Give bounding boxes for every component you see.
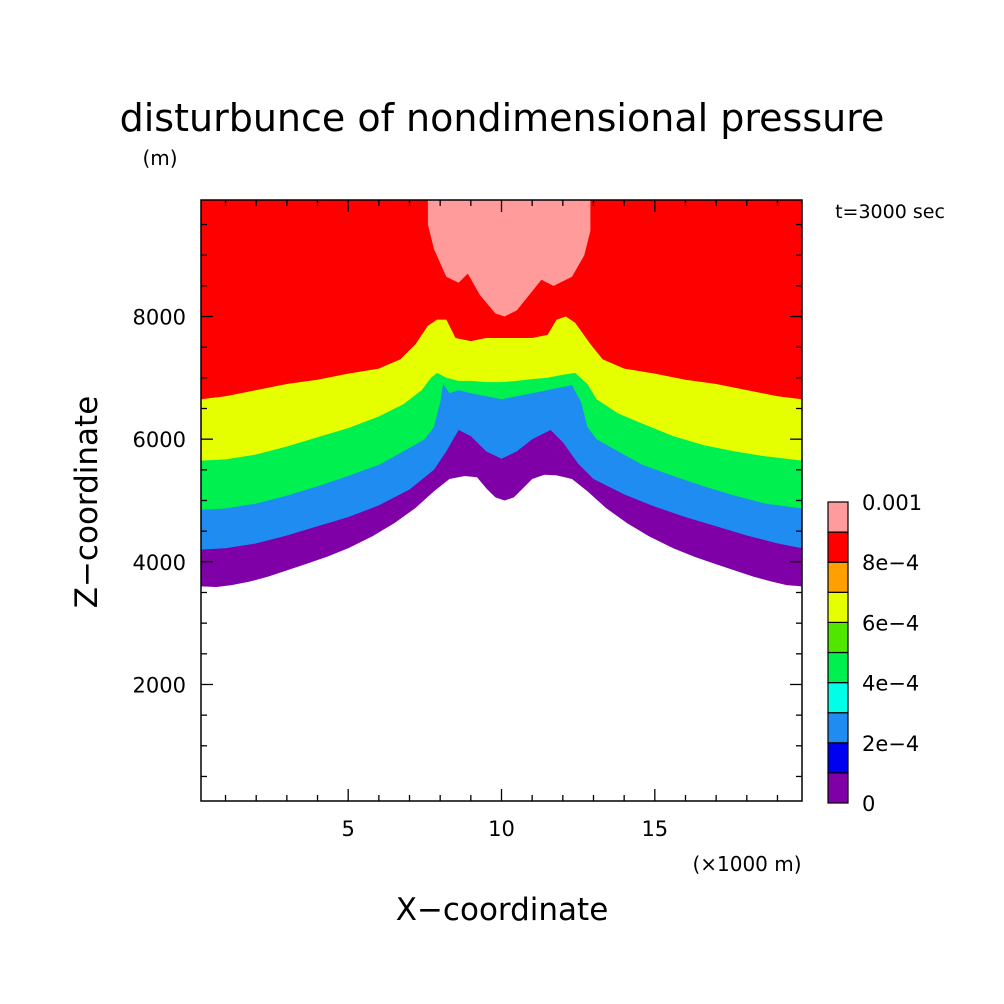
chart-title: disturbunce of nondimensional pressure bbox=[120, 96, 885, 140]
colorbar-swatch bbox=[827, 712, 849, 744]
contour-band-7 bbox=[483, 200, 523, 250]
colorbar-swatch bbox=[827, 621, 849, 654]
colorbar: 0 2e−4 4e−4 6e−4 8e−4 0.001 bbox=[827, 491, 922, 816]
x-tick-label: 5 bbox=[341, 817, 354, 841]
colorbar-label: 0 bbox=[862, 792, 875, 816]
y-tick-label: 2000 bbox=[133, 673, 186, 697]
colorbar-label: 8e−4 bbox=[862, 551, 919, 575]
y-tick-label: 6000 bbox=[133, 428, 186, 452]
colorbar-label: 0.001 bbox=[862, 491, 922, 515]
colorbar-swatch bbox=[827, 681, 849, 714]
axis-ticks bbox=[201, 200, 802, 801]
colorbar-label: 4e−4 bbox=[862, 672, 919, 696]
colorbar-swatch bbox=[827, 772, 849, 804]
x-unit-label: (×1000 m) bbox=[692, 852, 801, 876]
colorbar-swatch bbox=[827, 561, 849, 593]
y-tick-label: 4000 bbox=[133, 551, 186, 575]
y-tick-label: 8000 bbox=[133, 306, 186, 330]
colorbar-swatch bbox=[827, 591, 849, 623]
contour-band-8 bbox=[498, 258, 511, 292]
contour-fills bbox=[201, 200, 802, 587]
colorbar-label: 6e−4 bbox=[862, 611, 919, 635]
title-unit: (m) bbox=[142, 146, 177, 170]
x-axis-label: X−coordinate bbox=[396, 892, 609, 928]
time-label: t=3000 sec bbox=[835, 201, 945, 223]
colorbar-swatch bbox=[827, 531, 849, 563]
colorbar-swatch bbox=[827, 651, 849, 684]
colorbar-swatch bbox=[827, 501, 849, 533]
y-axis-label: Z−coordinate bbox=[69, 396, 105, 609]
contour-band-6 bbox=[427, 200, 591, 317]
tick-labels: 5 10 15 2000 4000 6000 8000 bbox=[133, 306, 669, 841]
plot-frame bbox=[200, 199, 803, 802]
colorbar-label: 2e−4 bbox=[862, 732, 919, 756]
colorbar-swatch bbox=[827, 742, 849, 774]
x-tick-label: 10 bbox=[488, 817, 515, 841]
x-tick-label: 15 bbox=[641, 817, 668, 841]
